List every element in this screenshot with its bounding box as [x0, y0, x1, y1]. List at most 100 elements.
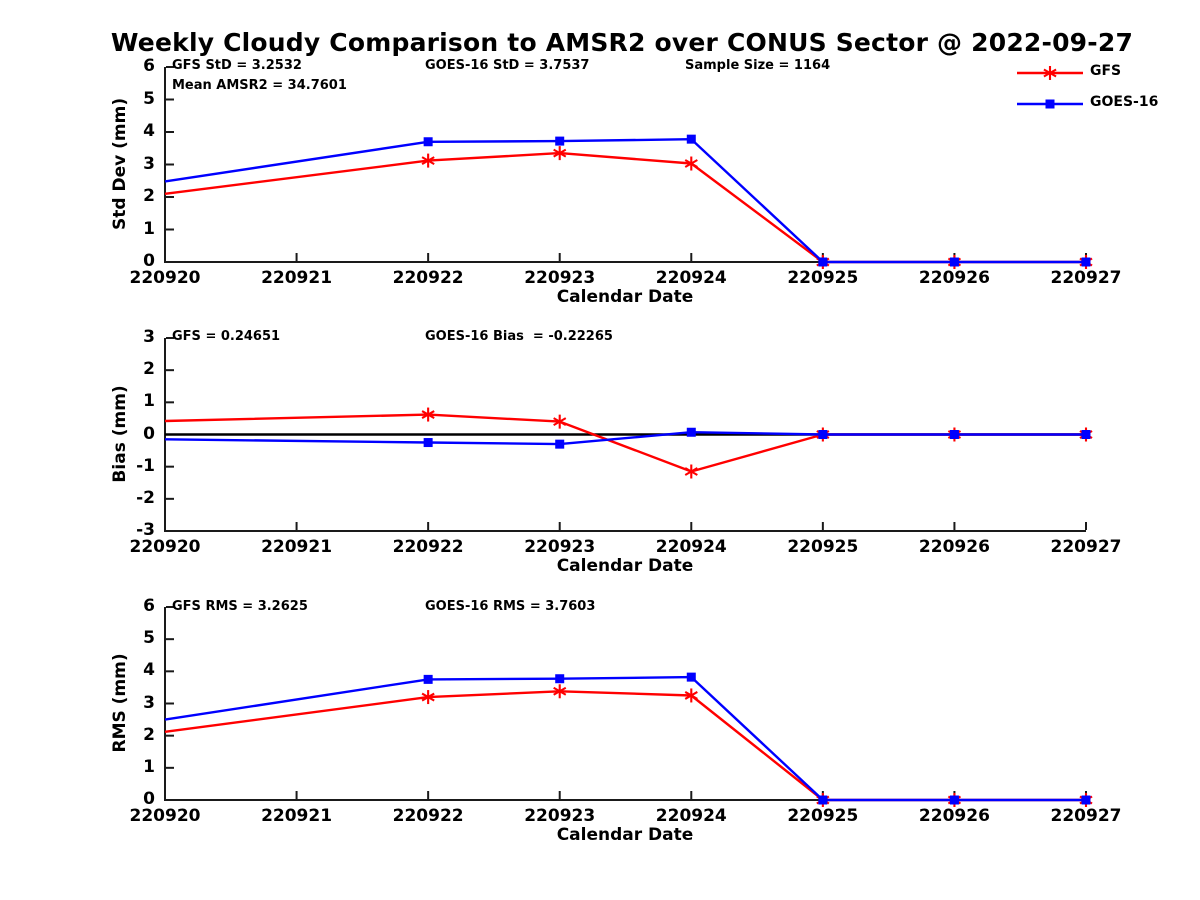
std-dev-x-tick-label: 220921	[261, 268, 333, 288]
rms-x-tick-label: 220921	[261, 806, 333, 826]
bias-x-tick-label: 220927	[1050, 537, 1122, 557]
rms-y-tick-label: 3	[143, 692, 155, 713]
std-dev-x-axis-title: Calendar Date	[556, 287, 694, 307]
bias-x-tick-label: 220922	[392, 537, 464, 557]
rms-y-axis-title: RMS (mm)	[110, 652, 131, 752]
bias-x-tick-label: 220926	[918, 537, 990, 557]
asterisk-marker	[684, 156, 698, 171]
bias-annotation: GFS = 0.24651	[172, 329, 281, 344]
bias-series-goes-16	[164, 427, 1091, 449]
square-marker	[423, 137, 433, 147]
rms-y-tick-label: 5	[143, 628, 155, 649]
legend-entry-gfs	[1017, 66, 1083, 80]
rms-series-goes-16	[164, 672, 1091, 805]
bias-annotation: GOES-16 Bias = -0.22265	[425, 329, 613, 344]
bias-x-tick-label: 220925	[787, 537, 859, 557]
std-dev-annotation: GOES-16 StD = 3.7537	[425, 58, 590, 73]
bias-y-axis-title: Bias (mm)	[110, 384, 131, 483]
std-dev-y-tick-label: 2	[143, 186, 155, 206]
asterisk-marker	[553, 684, 567, 699]
std-dev-x-tick-label: 220923	[524, 268, 596, 288]
std-dev-x-tick-label: 220927	[1050, 268, 1122, 288]
bias-y-tick-label: -2	[136, 487, 155, 508]
std-dev-annotation: Mean AMSR2 = 34.7601	[172, 78, 347, 93]
square-marker	[423, 674, 433, 684]
bias-y-tick-label: 1	[143, 391, 155, 412]
asterisk-marker	[421, 407, 435, 422]
rms-axes	[164, 606, 1087, 801]
legend-label-gfs: GFS	[1090, 63, 1122, 79]
std-dev-annotation: Sample Size = 1164	[685, 58, 831, 73]
asterisk-marker	[1043, 66, 1057, 80]
std-dev-y-tick-label: 0	[143, 251, 155, 271]
bias-series-gfs	[164, 407, 1093, 479]
rms-annotation: GOES-16 RMS = 3.7603	[425, 599, 596, 614]
std-dev-y-tick-label: 4	[143, 121, 155, 141]
rms-x-tick-label: 220923	[524, 806, 596, 826]
square-marker	[1081, 430, 1091, 439]
rms-x-tick-label: 220924	[655, 806, 727, 826]
square-marker	[949, 430, 959, 439]
bias-x-axis-title: Calendar Date	[556, 556, 694, 576]
legend-entry-goes-16	[1017, 99, 1083, 109]
asterisk-marker	[684, 688, 698, 703]
rms-series-gfs	[164, 684, 1093, 807]
square-marker	[555, 439, 565, 449]
std-dev-x-tick-label: 220924	[655, 268, 727, 288]
std-dev-x-tick-label: 220920	[129, 268, 201, 288]
square-marker	[686, 134, 696, 144]
std-dev-x-tick-label: 220925	[787, 268, 859, 288]
rms-x-tick-label: 220922	[392, 806, 464, 826]
rms-y-tick-label: 6	[143, 596, 155, 616]
legend-label-goes-16: GOES-16	[1090, 94, 1159, 110]
bias-x-tick-label: 220924	[655, 537, 727, 557]
square-marker	[818, 795, 828, 805]
asterisk-marker	[421, 153, 435, 168]
rms-y-tick-label: 2	[143, 724, 155, 745]
chart-title: Weekly Cloudy Comparison to AMSR2 over C…	[110, 28, 1134, 57]
std-dev-y-tick-label: 6	[143, 56, 155, 76]
bias-x-tick-label: 220920	[129, 537, 201, 557]
rms-x-tick-label: 220920	[129, 806, 201, 826]
square-marker	[555, 136, 565, 146]
rms-y-tick-label: 1	[143, 756, 155, 777]
square-marker	[555, 674, 565, 684]
std-dev-series-goes-16	[164, 134, 1091, 267]
bias-y-tick-label: 0	[143, 423, 155, 444]
square-marker	[949, 795, 959, 805]
std-dev-x-tick-label: 220922	[392, 268, 464, 288]
square-marker	[818, 257, 828, 267]
square-marker	[686, 427, 696, 437]
rms-y-tick-label: 4	[143, 660, 155, 681]
rms-x-tick-label: 220925	[787, 806, 859, 826]
square-marker	[818, 430, 828, 439]
std-dev-series-gfs	[164, 146, 1093, 269]
asterisk-marker	[421, 690, 435, 705]
square-marker	[949, 257, 959, 267]
asterisk-marker	[553, 146, 567, 161]
std-dev-y-tick-label: 3	[143, 153, 155, 174]
rms-x-axis-title: Calendar Date	[556, 825, 694, 845]
std-dev-x-tick-label: 220926	[918, 268, 990, 288]
rms-y-tick-label: 0	[143, 789, 155, 809]
bias-y-tick-label: -3	[136, 520, 155, 540]
std-dev-y-axis-title: Std Dev (mm)	[110, 97, 131, 230]
bias-y-tick-label: 2	[143, 359, 155, 380]
std-dev-annotation: GFS StD = 3.2532	[172, 58, 302, 73]
rms-annotation: GFS RMS = 3.2625	[172, 599, 308, 614]
square-marker	[423, 438, 433, 448]
asterisk-marker	[684, 464, 698, 479]
square-marker	[1081, 257, 1091, 267]
square-marker	[686, 672, 696, 682]
bias-x-tick-label: 220923	[524, 537, 596, 557]
std-dev-axes	[164, 66, 1087, 263]
std-dev-y-tick-label: 1	[143, 218, 155, 239]
rms-x-tick-label: 220926	[918, 806, 990, 826]
bias-y-tick-label: 3	[143, 327, 155, 347]
std-dev-y-tick-label: 5	[143, 88, 155, 109]
bias-y-tick-label: -1	[136, 455, 155, 476]
rms-x-tick-label: 220927	[1050, 806, 1122, 826]
square-marker	[1081, 795, 1091, 805]
